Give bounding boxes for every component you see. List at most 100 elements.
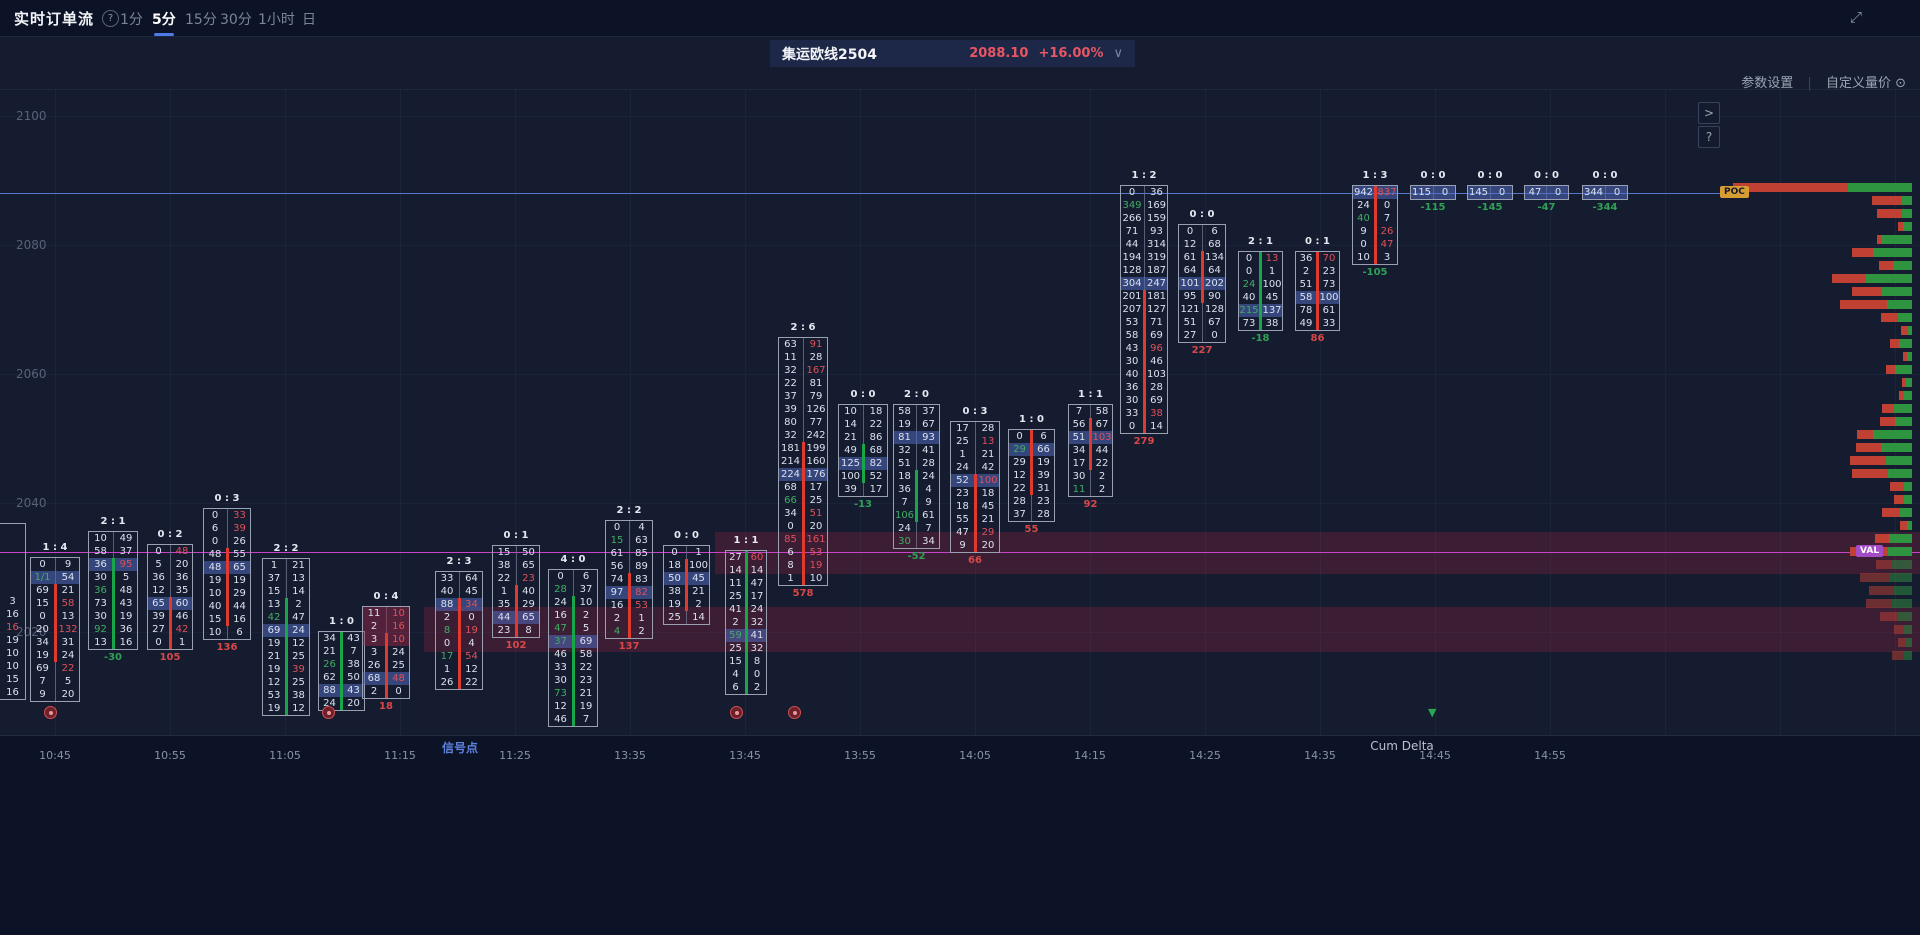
bid-volume-cell: 207 xyxy=(1122,304,1142,315)
ask-volume-cell: 18 xyxy=(981,488,995,499)
help-icon[interactable]: ? xyxy=(102,10,119,27)
ask-volume-cell: 22 xyxy=(1095,458,1109,469)
bid-volume-cell: 25 xyxy=(956,436,969,447)
bid-volume-cell: 47 xyxy=(1528,187,1542,198)
bid-volume-cell: 41 xyxy=(729,604,742,615)
price-row: 47 29 xyxy=(951,526,999,539)
bid-volume-cell: 21 xyxy=(267,651,281,662)
ask-volume-cell: 31 xyxy=(61,637,75,648)
ask-volume-cell: 9 xyxy=(925,497,932,508)
ask-volume-cell: 28 xyxy=(1150,382,1163,393)
volume-profile-row xyxy=(0,638,1920,647)
footprint-box: 0 6 12 68 61 134 64 64 101 202 95 90 121 128 51 67 27 0 xyxy=(1178,224,1226,343)
ask-volume-cell: 60 xyxy=(750,552,764,563)
ask-volume-cell: 43 xyxy=(347,633,360,644)
signal-icon-red[interactable] xyxy=(322,706,335,719)
tab-30分[interactable]: 30分 xyxy=(220,12,252,28)
signal-icon-green[interactable]: ▼ xyxy=(1428,706,1437,719)
price-row: 145 0 xyxy=(1468,186,1512,199)
ask-volume-cell: 3 xyxy=(9,596,16,607)
imbalance-header: 1 : 0 xyxy=(329,616,354,627)
panel-help-button[interactable]: ? xyxy=(1698,126,1720,148)
grid-vline xyxy=(975,90,976,735)
bid-volume-cell: 19 xyxy=(208,575,222,586)
bid-volume-cell: 36 xyxy=(898,484,911,495)
ask-volume-cell: 2 xyxy=(1098,471,1106,482)
signal-point-label[interactable]: 信号点 xyxy=(441,741,479,755)
bid-volume-cell: 51 xyxy=(1299,279,1313,290)
price-row: 3 24 xyxy=(363,646,409,659)
bid-volume-cell: 10 xyxy=(1357,252,1370,263)
price-row: 2 23 xyxy=(1296,265,1339,278)
signal-icon-red[interactable] xyxy=(788,706,801,719)
tab-15分[interactable]: 15分 xyxy=(185,12,217,28)
volume-profile-row xyxy=(0,560,1920,569)
bid-volume-cell: 61 xyxy=(610,548,624,559)
signal-icon-red[interactable] xyxy=(44,706,57,719)
signal-icon-red[interactable] xyxy=(730,706,743,719)
down-candle-bar xyxy=(745,551,748,694)
bid-volume-cell: 62 xyxy=(323,672,336,683)
bid-volume-cell: 6 xyxy=(732,682,739,693)
custom-volume-price-button[interactable]: 自定义量价 xyxy=(1825,76,1891,91)
bid-volume-cell: 128 xyxy=(1122,265,1142,276)
ask-volume-cell: 5 xyxy=(64,676,72,687)
bid-volume-cell: 201 xyxy=(1122,291,1142,302)
price-row: 14 14 xyxy=(726,564,766,577)
tab-1小时[interactable]: 1小时 xyxy=(258,12,295,28)
bid-volume-cell: 51 xyxy=(898,458,911,469)
price-row: 21 7 xyxy=(319,645,364,658)
tab-5分[interactable]: 5分 xyxy=(152,9,176,36)
price-row: 19 xyxy=(0,634,25,647)
up-candle-bar xyxy=(628,573,631,638)
price-row: 13 16 xyxy=(89,636,137,649)
target-icon[interactable]: ⊙ xyxy=(1895,76,1906,91)
bid-volume-cell: 0 xyxy=(1245,266,1253,277)
cum-delta-label[interactable]: Cum Delta xyxy=(1370,739,1434,753)
up-candle-bar xyxy=(54,584,57,662)
price-row: 33 38 xyxy=(1121,407,1167,420)
volume-profile-row xyxy=(0,417,1920,426)
footprint-column: 0 : 0 10 18 14 22 21 86 49 68 125 82 100 52 39 17 -13 xyxy=(838,389,888,512)
bid-volume-cell: 4 xyxy=(613,626,621,637)
bid-volume-cell: 125 xyxy=(840,458,861,469)
bid-volume-cell: 46 xyxy=(554,649,567,660)
price-row: 344 0 xyxy=(1583,186,1627,199)
tab-1分[interactable]: 1分 xyxy=(120,12,143,28)
price-row: 19 67 xyxy=(894,418,939,431)
bid-volume-cell: 66 xyxy=(784,495,797,506)
chart-top-border xyxy=(0,89,1920,90)
tab-日[interactable]: 日 xyxy=(302,12,316,28)
footprint-box: 0 33 6 39 0 26 48 55 48 65 19 19 10 29 40 44 15 16 10 6 xyxy=(203,508,251,640)
volume-profile-row xyxy=(0,443,1920,452)
grid-vline xyxy=(860,90,861,735)
bid-volume-cell: 21 xyxy=(844,432,857,443)
ask-volume-cell: 50 xyxy=(347,672,360,683)
price-row: 15 xyxy=(0,673,25,686)
bid-volume-cell: 24 xyxy=(898,523,911,534)
ask-volume-cell: 10 xyxy=(579,597,593,608)
instrument-selector[interactable]: 集运欧线2504 2088.10 +16.00% ∨ xyxy=(770,40,1135,67)
grid-vline xyxy=(400,90,401,735)
collapse-panel-button[interactable]: > xyxy=(1698,102,1720,124)
fullscreen-icon[interactable]: ⤢ xyxy=(1849,8,1862,26)
bid-volume-cell: 19 xyxy=(267,664,281,675)
ask-volume-cell: 52 xyxy=(869,471,883,482)
footprint-box: 34 43 21 7 26 38 62 50 88 43 24 20 xyxy=(318,631,365,711)
bid-volume-cell: 37 xyxy=(554,636,567,647)
ask-volume-cell: 103 xyxy=(1092,432,1112,443)
ask-volume-cell: 13 xyxy=(981,436,995,447)
price-row: 24 100 xyxy=(1239,278,1282,291)
ask-volume-cell: 39 xyxy=(233,523,246,534)
ask-volume-cell: 6 xyxy=(1040,431,1047,442)
bid-volume-cell: 44 xyxy=(1125,239,1139,250)
bid-volume-cell: 40 xyxy=(440,586,454,597)
ask-volume-cell: 2 xyxy=(695,599,702,610)
price-row: 7 58 xyxy=(1069,405,1112,418)
ask-volume-cell: 16 xyxy=(233,614,246,625)
volume-profile-row xyxy=(0,365,1920,374)
bid-volume-cell: 58 xyxy=(1125,330,1139,341)
params-settings-button[interactable]: 参数设置 xyxy=(1741,76,1794,91)
bid-volume-cell: 266 xyxy=(1122,213,1142,224)
